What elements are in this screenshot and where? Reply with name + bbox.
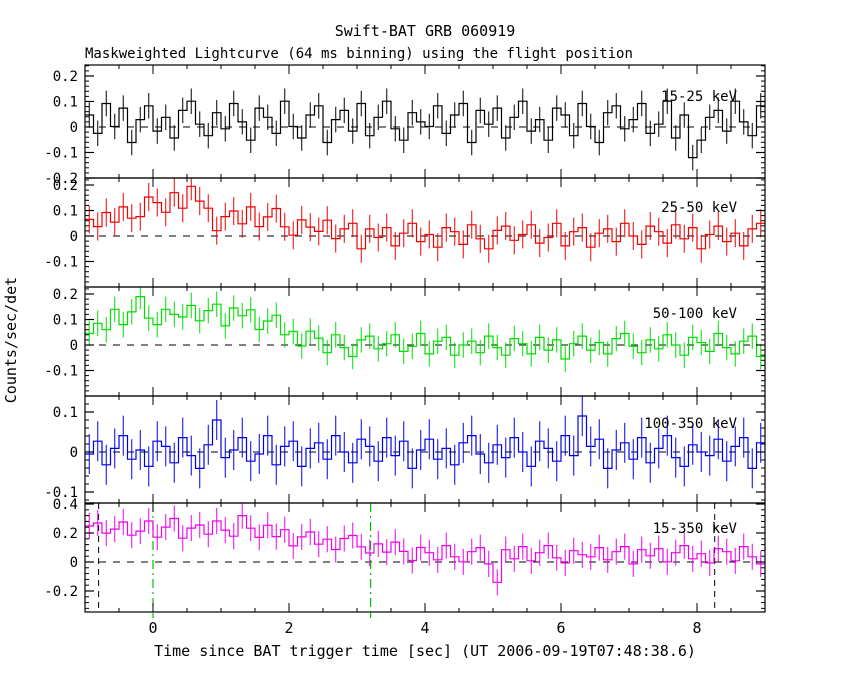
x-tick-label: 6 — [556, 619, 565, 637]
y-tick-label: 0.1 — [53, 313, 78, 329]
y-tick-label: -0.1 — [44, 255, 78, 271]
y-tick-label: -0.1 — [44, 145, 78, 161]
y-tick-label: 0.2 — [53, 526, 78, 542]
y-tick-label: -0.2 — [44, 171, 78, 187]
y-tick-label: -0.1 — [44, 364, 78, 380]
panel-1 — [85, 178, 765, 263]
band-label-50-100-kev: 50-100 keV — [653, 306, 738, 322]
y-tick-label: 0.4 — [53, 497, 78, 513]
chart-subtitle: Maskweighted Lightcurve (64 ms binning) … — [85, 46, 633, 62]
panel-4 — [85, 503, 765, 612]
lightcurve-step-line — [85, 296, 765, 360]
y-tick-label: 0.2 — [53, 287, 78, 303]
y-tick-label: 0.2 — [53, 69, 78, 85]
panel-2 — [85, 287, 765, 372]
lightcurve-step-line — [85, 515, 765, 583]
y-tick-label: -0.2 — [44, 584, 78, 600]
x-axis-label: Time since BAT trigger time [sec] (UT 20… — [154, 642, 696, 660]
y-tick-label: 0.2 — [53, 178, 78, 194]
y-tick-label: -0.1 — [44, 485, 78, 501]
x-tick-label: 0 — [148, 619, 157, 637]
y-tick-label: 0.1 — [53, 405, 78, 421]
panel-3 — [85, 396, 765, 489]
x-tick-label: 4 — [420, 619, 429, 637]
panel-0 — [85, 88, 765, 171]
y-tick-label: 0 — [70, 229, 78, 245]
y-tick-label: 0 — [70, 445, 78, 461]
x-tick-label: 2 — [284, 619, 293, 637]
chart-title: Swift-BAT GRB 060919 — [335, 22, 516, 40]
y-tick-label: 0 — [70, 555, 78, 571]
lightcurve-step-line — [85, 100, 765, 159]
y-axis-label: Counts/sec/det — [2, 277, 20, 403]
y-tick-label: 0 — [70, 338, 78, 354]
band-label-15-350-kev: 15-350 keV — [653, 521, 738, 537]
panels-layer: 0.20.10-0.1-0.20.20.10-0.10.20.10-0.10.1… — [44, 64, 766, 637]
x-tick-label: 8 — [692, 619, 701, 637]
y-tick-label: 0 — [70, 120, 78, 136]
band-label-15-25-kev: 15-25 keV — [661, 89, 737, 105]
lightcurve-step-line — [85, 415, 765, 469]
y-tick-label: 0.1 — [53, 94, 78, 110]
lightcurve-step-line — [85, 185, 765, 250]
band-label-100-350-kev: 100-350 keV — [644, 416, 737, 432]
y-tick-label: 0.1 — [53, 204, 78, 220]
band-label-25-50-kev: 25-50 keV — [661, 200, 737, 216]
